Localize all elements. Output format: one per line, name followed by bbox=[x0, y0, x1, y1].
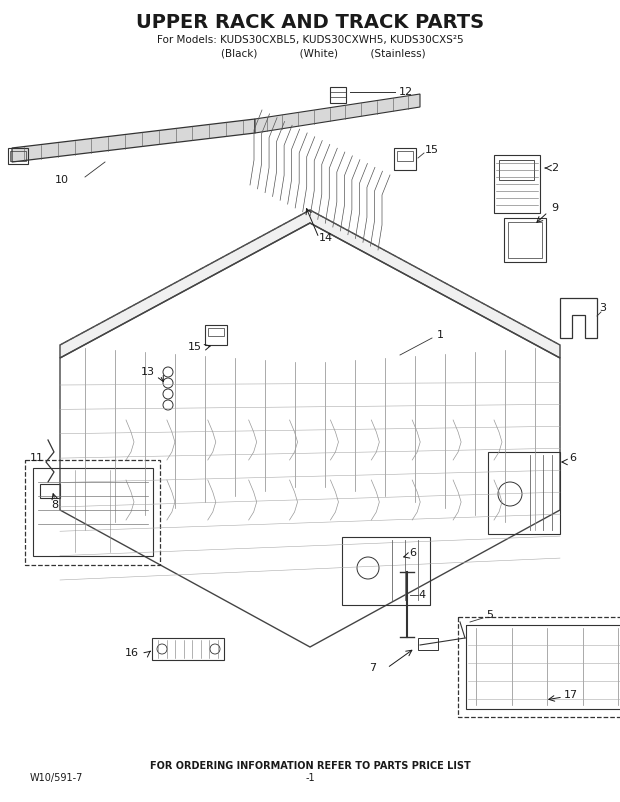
Bar bbox=[330, 87, 346, 103]
Text: W10/591-7: W10/591-7 bbox=[30, 773, 83, 783]
Text: UPPER RACK AND TRACK PARTS: UPPER RACK AND TRACK PARTS bbox=[136, 13, 484, 31]
Bar bbox=[394, 148, 416, 170]
Text: 15: 15 bbox=[425, 145, 439, 155]
Bar bbox=[508, 222, 542, 258]
Bar bbox=[494, 155, 540, 213]
Text: 16: 16 bbox=[125, 648, 139, 658]
Text: 17: 17 bbox=[564, 690, 578, 700]
Text: 8: 8 bbox=[51, 500, 58, 510]
Bar bbox=[33, 468, 153, 556]
Bar bbox=[397, 151, 413, 161]
Polygon shape bbox=[60, 210, 560, 358]
Text: 2: 2 bbox=[551, 163, 559, 173]
Text: 12: 12 bbox=[399, 87, 413, 97]
Text: 10: 10 bbox=[55, 175, 69, 185]
Polygon shape bbox=[12, 119, 255, 162]
Bar bbox=[418, 638, 438, 650]
Bar bbox=[488, 452, 560, 534]
Bar bbox=[466, 625, 620, 709]
Bar bbox=[342, 537, 430, 605]
Text: 7: 7 bbox=[370, 663, 376, 673]
Bar bbox=[504, 218, 546, 262]
Text: 15: 15 bbox=[188, 342, 202, 352]
Text: 13: 13 bbox=[141, 367, 155, 377]
Bar bbox=[8, 148, 28, 164]
Text: 3: 3 bbox=[600, 303, 606, 313]
Bar bbox=[208, 328, 224, 336]
Bar bbox=[499, 160, 534, 180]
Text: 6: 6 bbox=[570, 453, 577, 463]
Text: -1: -1 bbox=[305, 773, 315, 783]
Text: (Black)             (White)          (Stainless): (Black) (White) (Stainless) bbox=[195, 49, 425, 59]
Text: 14: 14 bbox=[319, 233, 333, 243]
Bar bbox=[40, 484, 60, 498]
Polygon shape bbox=[255, 94, 420, 133]
Bar bbox=[205, 325, 227, 345]
Text: 9: 9 bbox=[551, 203, 559, 213]
Bar bbox=[25, 460, 160, 565]
Bar bbox=[10, 151, 26, 161]
Text: 5: 5 bbox=[487, 610, 494, 620]
Text: FOR ORDERING INFORMATION REFER TO PARTS PRICE LIST: FOR ORDERING INFORMATION REFER TO PARTS … bbox=[149, 761, 471, 771]
Bar bbox=[458, 617, 620, 717]
Bar bbox=[152, 638, 224, 660]
Text: 1: 1 bbox=[436, 330, 443, 340]
Text: 6: 6 bbox=[409, 548, 417, 558]
Text: 11: 11 bbox=[30, 453, 44, 463]
Text: 4: 4 bbox=[418, 590, 425, 600]
Text: For Models: KUDS30CXBL5, KUDS30CXWH5, KUDS30CXS²5: For Models: KUDS30CXBL5, KUDS30CXWH5, KU… bbox=[157, 35, 463, 45]
